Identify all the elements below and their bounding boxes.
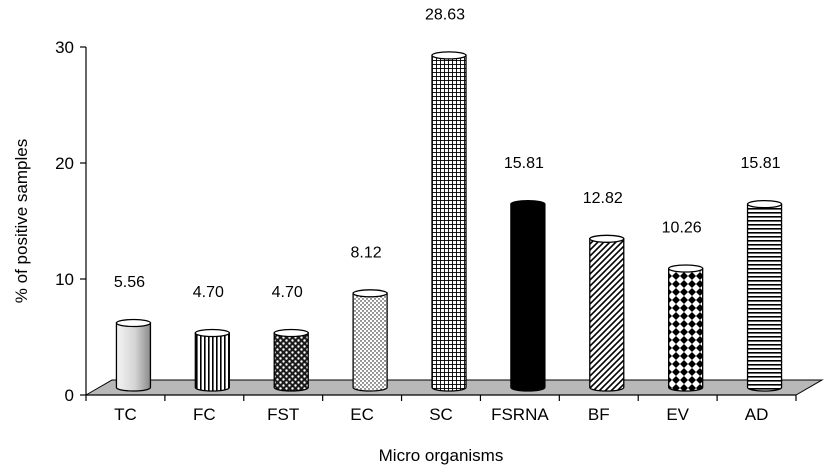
value-label-ec: 8.12 <box>351 244 382 261</box>
bar-fsrna <box>510 199 546 392</box>
bar-top <box>194 328 230 338</box>
x-tick-label: BF <box>588 405 610 424</box>
bar-body <box>431 54 467 392</box>
y-tick-label: 30 <box>55 38 74 57</box>
bar-body <box>273 332 309 392</box>
x-tick-label: FSRNA <box>491 405 549 424</box>
x-tick-label: EC <box>350 405 374 424</box>
value-label-fsrna: 15.81 <box>504 155 544 172</box>
bar-fc <box>194 328 230 392</box>
value-label-tc: 5.56 <box>114 274 145 291</box>
bar-body <box>668 267 704 392</box>
y-tick-label: 20 <box>55 154 74 173</box>
value-label-bf: 12.82 <box>583 190 623 207</box>
x-tick-label: FC <box>193 405 216 424</box>
x-tick-label: FST <box>267 405 299 424</box>
value-label-ev: 10.26 <box>662 219 702 236</box>
x-axis-ticks: TC FC FST EC SC FSRNA BF EV AD <box>85 395 797 424</box>
x-tick-label: SC <box>429 405 453 424</box>
bar-top <box>668 264 704 273</box>
bar-top <box>352 289 388 298</box>
x-tick-label: AD <box>745 405 769 424</box>
y-axis-ticks: 0 10 20 30 <box>55 38 86 405</box>
value-label-fst: 4.70 <box>272 284 303 301</box>
bar-body <box>352 292 388 392</box>
bar-top <box>746 199 783 209</box>
bar-bf <box>589 234 625 392</box>
bars <box>115 51 783 392</box>
x-tick-label: TC <box>114 405 137 424</box>
value-label-sc: 28.63 <box>425 6 465 23</box>
bar-body <box>194 332 230 392</box>
bar-top <box>115 318 152 328</box>
bar-ec <box>352 289 388 392</box>
value-label-ad: 15.81 <box>741 155 781 172</box>
value-labels: 5.56 4.70 4.70 8.12 28.63 15.81 12.82 10.26 15.8… <box>114 6 781 301</box>
bar-top <box>510 199 546 209</box>
bar-top <box>431 51 467 60</box>
bar-ad <box>746 199 783 392</box>
y-axis-title: % of positive samples <box>12 139 31 303</box>
bar-fst <box>273 328 309 392</box>
bar-tc <box>115 318 152 392</box>
bar-body <box>115 322 152 392</box>
bar-top <box>273 328 309 338</box>
bar-top <box>589 234 625 243</box>
bar-body <box>510 203 546 392</box>
value-label-fc: 4.70 <box>193 284 224 301</box>
bar-ev <box>668 264 704 392</box>
bar-sc <box>431 51 467 392</box>
y-tick-label: 10 <box>55 270 74 289</box>
x-tick-label: EV <box>666 405 689 424</box>
bar-body <box>589 238 625 392</box>
x-axis-title: Micro organisms <box>379 446 504 465</box>
y-tick-label: 0 <box>65 386 74 405</box>
bar-body <box>746 203 783 392</box>
